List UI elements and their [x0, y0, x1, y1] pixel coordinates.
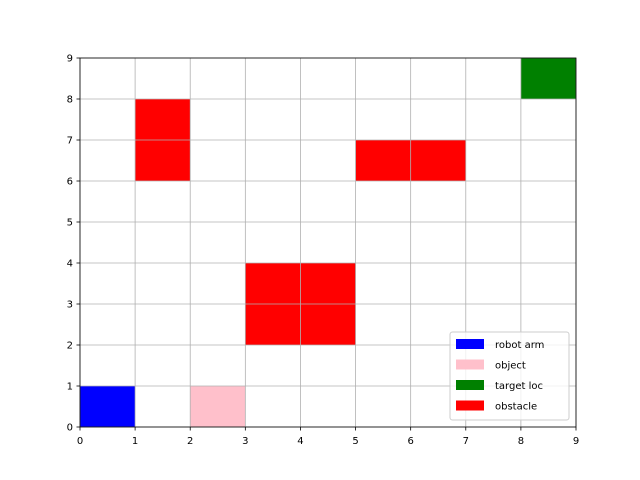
legend-label-object: object — [495, 361, 526, 372]
legend-swatch-target — [456, 380, 484, 390]
cell-obstacle — [410, 140, 466, 181]
legend-label-obstacle: obstacle — [495, 402, 537, 413]
y-tick-label: 5 — [67, 218, 73, 229]
cell-robot-arm — [80, 386, 136, 427]
ticks-layer: 0 1 2 3 4 5 6 7 8 9 0 1 2 3 4 5 6 7 8 9 — [67, 54, 580, 448]
x-tick-label: 0 — [77, 436, 83, 447]
cell-obstacle — [245, 304, 301, 345]
y-tick-label: 9 — [67, 54, 73, 65]
legend-swatch-robot-arm — [456, 339, 484, 349]
y-tick-label: 6 — [67, 177, 73, 188]
y-tick-label: 0 — [67, 423, 73, 434]
legend-label-target: target loc — [495, 381, 543, 392]
x-tick-label: 8 — [518, 436, 524, 447]
x-tick-label: 5 — [352, 436, 358, 447]
cells-layer — [80, 58, 576, 427]
cell-obstacle — [300, 263, 356, 304]
cell-obstacle — [300, 304, 356, 345]
cell-obstacle — [135, 99, 191, 140]
y-tick-label: 3 — [67, 300, 73, 311]
legend-label-robot-arm: robot arm — [495, 340, 544, 351]
cell-target — [520, 58, 576, 99]
x-tick-label: 1 — [132, 436, 138, 447]
y-tick-label: 2 — [67, 341, 73, 352]
x-tick-label: 7 — [463, 436, 469, 447]
x-tick-label: 9 — [573, 436, 579, 447]
axes-frame — [79, 57, 577, 428]
legend-swatch-obstacle — [456, 400, 484, 411]
cell-obstacle — [135, 140, 191, 181]
legend: robot arm object target loc obstacle — [449, 331, 570, 421]
legend-box — [449, 331, 570, 421]
cell-obstacle — [245, 263, 301, 304]
cell-object — [190, 386, 246, 427]
y-tick-label: 4 — [67, 259, 73, 270]
y-tick-label: 8 — [67, 95, 73, 106]
cell-obstacle — [355, 140, 411, 181]
x-tick-label: 6 — [407, 436, 413, 447]
y-tick-label: 7 — [67, 136, 73, 147]
x-tick-label: 4 — [297, 436, 303, 447]
x-tick-label: 2 — [187, 436, 193, 447]
y-tick-label: 1 — [67, 382, 73, 393]
x-tick-label: 3 — [242, 436, 248, 447]
legend-swatch-object — [456, 359, 484, 370]
